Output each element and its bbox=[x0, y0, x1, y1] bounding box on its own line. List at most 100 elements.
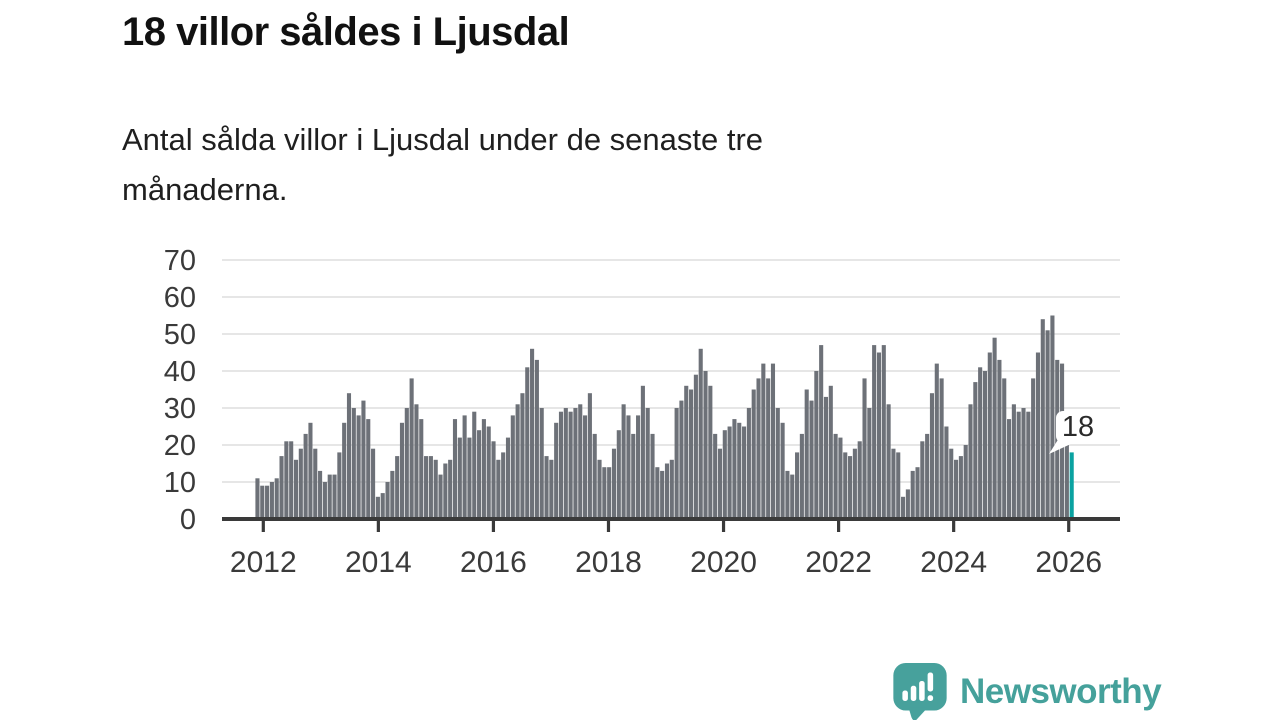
bar bbox=[674, 408, 679, 519]
bar bbox=[337, 452, 342, 519]
bar bbox=[891, 448, 896, 519]
y-axis-label: 10 bbox=[164, 467, 196, 499]
bar bbox=[549, 459, 554, 519]
logo-exclamation-stem bbox=[927, 672, 934, 692]
bar bbox=[809, 400, 814, 519]
x-axis-label: 2012 bbox=[230, 546, 297, 579]
bar bbox=[896, 452, 901, 519]
bar bbox=[491, 441, 496, 519]
bar bbox=[356, 415, 361, 519]
bar bbox=[766, 378, 771, 519]
bar bbox=[462, 415, 467, 519]
bar bbox=[428, 456, 433, 519]
bar bbox=[867, 408, 872, 519]
bar bbox=[515, 404, 520, 519]
x-axis-label: 2020 bbox=[690, 546, 757, 579]
bar-chart: 0 10 20 30 40 50 60 70 2012 2014 2016 2018 2020 2022 2… bbox=[164, 245, 1120, 579]
bar bbox=[414, 404, 419, 519]
bar bbox=[293, 459, 299, 519]
bar bbox=[655, 467, 660, 519]
bar bbox=[472, 411, 477, 519]
bar bbox=[318, 470, 323, 519]
bar bbox=[795, 452, 800, 519]
logo-exclamation-dot bbox=[927, 695, 934, 702]
bar bbox=[448, 459, 453, 519]
bar bbox=[920, 441, 925, 519]
chart-subtitle: Antal sålda villor i Ljusdal under de se… bbox=[122, 122, 764, 207]
bar bbox=[939, 378, 944, 519]
bar bbox=[385, 482, 390, 519]
bar bbox=[901, 496, 906, 519]
bar bbox=[833, 433, 838, 519]
bar bbox=[925, 433, 930, 519]
bar bbox=[1031, 378, 1036, 519]
x-axis-label: 2024 bbox=[920, 546, 987, 579]
bar bbox=[457, 437, 462, 519]
bar bbox=[404, 408, 409, 519]
x-axis-label: 2022 bbox=[805, 546, 872, 579]
bar bbox=[313, 448, 318, 519]
bar bbox=[684, 385, 689, 519]
bar bbox=[640, 385, 645, 519]
bar bbox=[636, 415, 641, 519]
bar bbox=[255, 478, 260, 519]
bar bbox=[332, 474, 337, 519]
bar bbox=[698, 348, 703, 519]
newsworthy-logo-icon bbox=[893, 662, 947, 720]
bar bbox=[881, 345, 886, 519]
bar bbox=[775, 408, 780, 519]
bar bbox=[664, 463, 670, 519]
bar bbox=[477, 430, 482, 519]
bar bbox=[823, 396, 829, 519]
bar bbox=[785, 470, 790, 519]
bar bbox=[597, 459, 602, 519]
bar bbox=[954, 459, 959, 519]
bar bbox=[838, 437, 843, 519]
y-axis-label: 30 bbox=[164, 393, 196, 425]
y-axis-label: 60 bbox=[164, 282, 196, 314]
bar bbox=[573, 408, 578, 519]
bar bbox=[872, 345, 877, 519]
bar bbox=[905, 489, 910, 519]
bar bbox=[525, 367, 530, 519]
bar bbox=[539, 408, 544, 519]
bar bbox=[563, 408, 568, 519]
bar bbox=[308, 422, 313, 519]
bar bbox=[298, 448, 303, 519]
bar bbox=[1007, 419, 1012, 519]
bar bbox=[510, 415, 515, 519]
bar bbox=[289, 441, 294, 519]
bar bbox=[751, 389, 756, 519]
bar bbox=[568, 411, 573, 519]
bar bbox=[968, 404, 973, 519]
bar bbox=[395, 456, 400, 519]
bar bbox=[689, 389, 694, 519]
x-axis-label: 2016 bbox=[460, 546, 527, 579]
bar bbox=[660, 470, 665, 519]
bar bbox=[366, 419, 371, 519]
bar bbox=[958, 456, 963, 519]
bar bbox=[799, 433, 804, 519]
bar bbox=[558, 411, 564, 519]
bar bbox=[496, 459, 501, 519]
bar bbox=[424, 456, 429, 519]
bar bbox=[713, 433, 718, 519]
bar bbox=[978, 367, 983, 519]
bar bbox=[857, 441, 862, 519]
bar bbox=[997, 359, 1002, 519]
bar bbox=[756, 378, 761, 519]
bar bbox=[722, 430, 727, 519]
bar bbox=[505, 437, 511, 519]
bar bbox=[534, 359, 539, 519]
bar bbox=[602, 467, 607, 519]
bar bbox=[650, 433, 655, 519]
bar bbox=[992, 337, 997, 519]
bar bbox=[1045, 330, 1050, 519]
bar bbox=[982, 371, 988, 519]
bar bbox=[342, 422, 347, 519]
bar bbox=[819, 345, 824, 519]
bar bbox=[746, 408, 751, 519]
bar bbox=[645, 408, 650, 519]
bar bbox=[732, 419, 737, 519]
